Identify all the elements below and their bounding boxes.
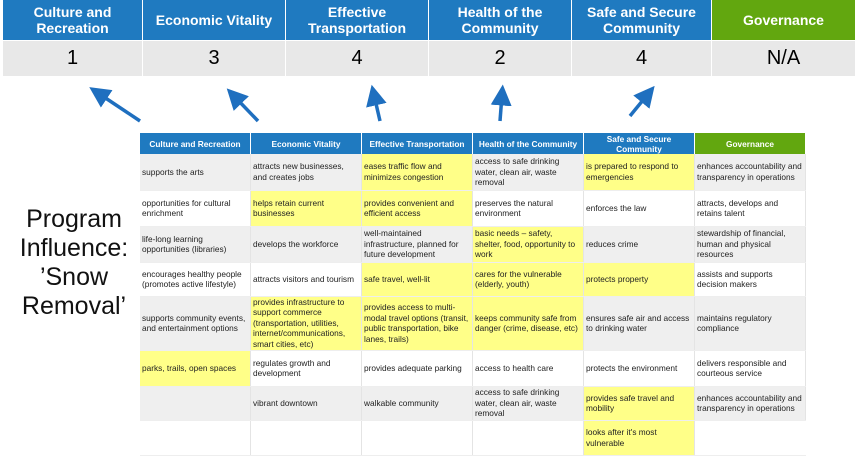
table-cell: access to health care (472, 350, 584, 387)
score-transportation: 4 (286, 40, 429, 76)
score-summary: Culture and Recreation Economic Vitality… (3, 0, 856, 76)
arrow-icon (366, 84, 387, 122)
table-row: parks, trails, open spaces regulates grow… (140, 350, 806, 387)
top-header-transportation: Effective Transportation (286, 0, 429, 40)
table-row: encourages healthy people (promotes acti… (140, 262, 806, 297)
arrow-icon (490, 84, 512, 122)
table-cell: vibrant downtown (250, 386, 362, 421)
table-header: Effective Transportation (361, 133, 473, 154)
table-cell (361, 420, 473, 456)
table-cell (140, 420, 251, 456)
table-header: Governance (694, 133, 806, 154)
table-cell (250, 420, 362, 456)
table-cell: reduces crime (583, 226, 695, 263)
table-row: opportunities for cultural enrichment hel… (140, 190, 806, 227)
top-header-culture: Culture and Recreation (3, 0, 143, 40)
table-row: looks after it's most vulnerable (140, 420, 806, 456)
table-cell: develops the workforce (250, 226, 362, 263)
table-cell: provides safe travel and mobility (583, 386, 695, 421)
arrow-icon (226, 88, 260, 123)
table-cell: looks after it's most vulnerable (583, 420, 695, 456)
table-cell: attracts, develops and retains talent (694, 190, 806, 227)
table-cell: attracts new businesses, and creates job… (250, 154, 362, 191)
table-row: life-long learning opportunities (librar… (140, 226, 806, 263)
table-cell: regulates growth and development (250, 350, 362, 387)
table-cell: maintains regulatory compliance (694, 296, 806, 351)
table-header: Economic Vitality (250, 133, 362, 154)
table-cell: preserves the natural environment (472, 190, 584, 227)
table-cell: walkable community (361, 386, 473, 421)
top-header-governance: Governance (712, 0, 856, 40)
arrow-icon (89, 87, 141, 123)
score-economic: 3 (143, 40, 286, 76)
table-cell: protects the environment (583, 350, 695, 387)
table-cell: access to safe drinking water, clean air… (472, 154, 584, 191)
table-cell: delivers responsible and courteous servi… (694, 350, 806, 387)
table-cell: is prepared to respond to emergencies (583, 154, 695, 191)
table-cell (140, 386, 251, 421)
table-cell: provides convenient and efficient access (361, 190, 473, 227)
table-cell: ensures safe air and access to drinking … (583, 296, 695, 351)
table-cell: well-maintained infrastructure, planned … (361, 226, 473, 263)
table-cell: provides adequate parking (361, 350, 473, 387)
table-cell: helps retain current businesses (250, 190, 362, 227)
top-header-safe: Safe and Secure Community (572, 0, 712, 40)
table-row: supports community events, and entertain… (140, 296, 806, 351)
strategic-priorities-table: Culture and Recreation Economic Vitality E… (140, 133, 806, 456)
table-cell: access to safe drinking water, clean air… (472, 386, 584, 421)
top-header-economic: Economic Vitality (143, 0, 286, 40)
table-cell: cares for the vulnerable (elderly, youth… (472, 262, 584, 297)
top-header-health: Health of the Community (429, 0, 572, 40)
table-cell: protects property (583, 262, 695, 297)
score-safe: 4 (572, 40, 712, 76)
table-header: Health of the Community (472, 133, 584, 154)
arrows (89, 84, 655, 123)
table-cell: supports the arts (140, 154, 251, 191)
arrow-icon (628, 85, 655, 118)
table-cell: encourages healthy people (promotes acti… (140, 262, 251, 297)
table-cell: basic needs – safety, shelter, food, opp… (472, 226, 584, 263)
table-cell: opportunities for cultural enrichment (140, 190, 251, 227)
table-cell: supports community events, and entertain… (140, 296, 251, 351)
table-cell: enhances accountability and transparency… (694, 386, 806, 421)
score-health: 2 (429, 40, 572, 76)
table-cell: assists and supports decision makers (694, 262, 806, 297)
table-cell: provides access to multi-modal travel op… (361, 296, 473, 351)
table-row: supports the arts attracts new businesses… (140, 154, 806, 191)
table-header: Culture and Recreation (140, 133, 251, 154)
table-cell: keeps community safe from danger (crime,… (472, 296, 584, 351)
program-influence-label: Program Influence: ’Snow Removal’ (19, 205, 129, 320)
table-cell: provides infrastructure to support comme… (250, 296, 362, 351)
table-cell: parks, trails, open spaces (140, 350, 251, 387)
table-cell: enhances accountability and transparency… (694, 154, 806, 191)
table-row: vibrant downtown walkable community access… (140, 386, 806, 421)
table-cell: life-long learning opportunities (librar… (140, 226, 251, 263)
table-cell: enforces the law (583, 190, 695, 227)
table-cell: stewardship of financial, human and phys… (694, 226, 806, 263)
table-cell: attracts visitors and tourism (250, 262, 362, 297)
table-cell: safe travel, well-lit (361, 262, 473, 297)
score-culture: 1 (3, 40, 143, 76)
table-cell (472, 420, 584, 456)
score-governance: N/A (712, 40, 856, 76)
table-cell (694, 420, 806, 456)
table-header: Safe and Secure Community (583, 133, 695, 154)
table-cell: eases traffic flow and minimizes congest… (361, 154, 473, 191)
